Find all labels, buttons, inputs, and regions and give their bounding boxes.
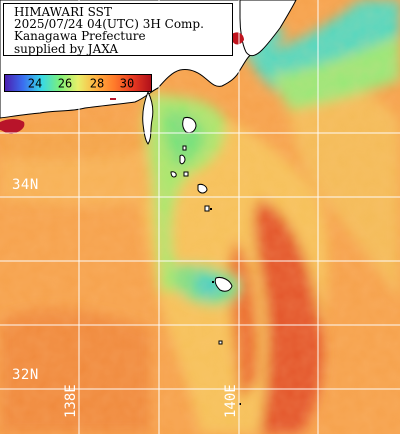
title-region: Kanagawa Prefecture [14, 29, 146, 44]
island-aogashima [218, 340, 223, 345]
colorbar-tick-26: 26 [58, 77, 72, 91]
island-marker-b [212, 281, 214, 283]
colorbar-tick-30: 30 [120, 77, 134, 91]
title-product: HIMAWARI SST [14, 5, 112, 19]
island-miyakejima [197, 183, 208, 194]
island-niijima [179, 154, 186, 165]
island-mikurajima [204, 205, 210, 212]
lat-label-32n: 32N [12, 367, 39, 383]
island-oshima [182, 117, 197, 134]
title-supplier: supplied by JAXA [14, 41, 119, 56]
lon-label-138e: 138E [63, 384, 79, 418]
island-marker-a [210, 208, 212, 210]
islands [170, 117, 233, 345]
island-toshima [182, 145, 187, 151]
colorbar-gradient: 24 26 28 30 [5, 75, 151, 91]
island-marker-c [239, 403, 241, 405]
island-kozushima [183, 171, 189, 177]
no-data-shore [110, 98, 116, 100]
title-box: HIMAWARI SST 2025/07/24 04(UTC) 3H Comp.… [3, 3, 233, 56]
colorbar: 24 26 28 30 [4, 74, 152, 92]
colorbar-fill [5, 75, 151, 91]
island-markers [210, 208, 241, 405]
colorbar-tick-28: 28 [90, 77, 104, 91]
land-izu-peninsula [142, 90, 154, 145]
no-data-west [0, 119, 25, 134]
colorbar-tick-24: 24 [28, 77, 42, 91]
island-hachijojima [214, 277, 233, 292]
lat-label-34n: 34N [12, 177, 39, 193]
no-data-north [232, 32, 244, 45]
lon-label-140e: 140E [223, 384, 239, 418]
island-shikinejima [170, 171, 177, 178]
title-datetime: 2025/07/24 04(UTC) 3H Comp. [14, 17, 204, 32]
